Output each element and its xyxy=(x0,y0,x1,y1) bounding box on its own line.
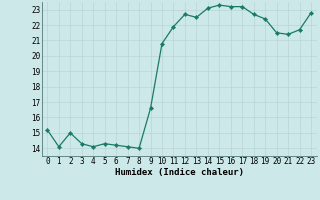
X-axis label: Humidex (Indice chaleur): Humidex (Indice chaleur) xyxy=(115,168,244,177)
